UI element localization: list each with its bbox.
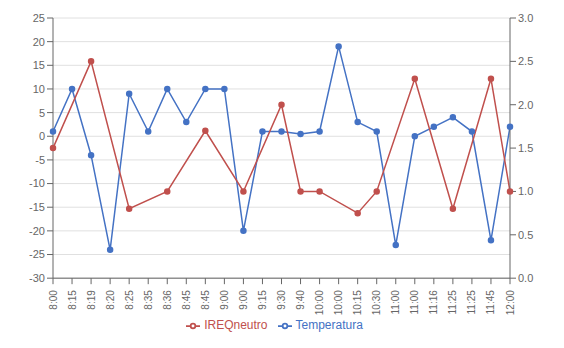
svg-text:1.0: 1.0 — [518, 185, 533, 197]
svg-text:11:25: 11:25 — [447, 290, 458, 315]
svg-text:8:19: 8:19 — [86, 290, 97, 310]
svg-text:11:16: 11:16 — [428, 290, 439, 315]
svg-text:8:00: 8:00 — [48, 290, 59, 310]
svg-text:8:25: 8:25 — [124, 290, 135, 310]
svg-text:8:15: 8:15 — [67, 290, 78, 310]
svg-text:12:00: 12:00 — [505, 290, 516, 315]
svg-text:-30: -30 — [29, 272, 45, 284]
svg-text:8:36: 8:36 — [162, 290, 173, 310]
svg-text:9:30: 9:30 — [276, 290, 287, 310]
svg-text:10: 10 — [33, 83, 45, 95]
svg-text:11:00: 11:00 — [390, 290, 401, 315]
svg-text:10:30: 10:30 — [371, 290, 382, 315]
svg-text:-25: -25 — [29, 248, 45, 260]
svg-text:0: 0 — [39, 130, 45, 142]
svg-text:10:15: 10:15 — [352, 290, 363, 315]
svg-text:0.0: 0.0 — [518, 272, 533, 284]
svg-text:9:15: 9:15 — [257, 290, 268, 310]
svg-text:8:20: 8:20 — [105, 290, 116, 310]
svg-text:10:00: 10:00 — [314, 290, 325, 315]
svg-text:9:00: 9:00 — [219, 290, 230, 310]
svg-text:8:45: 8:45 — [181, 290, 192, 310]
svg-text:11:25: 11:25 — [466, 290, 477, 315]
svg-text:20: 20 — [33, 36, 45, 48]
html-text:IREQneutro: IREQneutro — [204, 318, 268, 333]
svg-text:0.5: 0.5 — [518, 229, 533, 241]
svg-text:15: 15 — [33, 59, 45, 71]
svg-text:-15: -15 — [29, 201, 45, 213]
svg-text:25: 25 — [33, 12, 45, 24]
svg-text:9:40: 9:40 — [295, 290, 306, 310]
svg-text:1.5: 1.5 — [518, 142, 533, 154]
svg-text:-10: -10 — [29, 177, 45, 189]
svg-text:3.0: 3.0 — [518, 12, 533, 24]
svg-text:-20: -20 — [29, 225, 45, 237]
svg-text:10:00: 10:00 — [333, 290, 344, 315]
html-text:Temperatura: Temperatura — [295, 318, 363, 333]
svg-text:5: 5 — [39, 107, 45, 119]
svg-text:11:45: 11:45 — [485, 290, 496, 315]
svg-text:2.5: 2.5 — [518, 55, 533, 67]
svg-text:9:00: 9:00 — [238, 290, 249, 310]
svg-text:2.0: 2.0 — [518, 99, 533, 111]
svg-text:11:00: 11:00 — [409, 290, 420, 315]
svg-text:8:35: 8:35 — [143, 290, 154, 310]
svg-text:8:45: 8:45 — [200, 290, 211, 310]
svg-text:-5: -5 — [35, 154, 45, 166]
